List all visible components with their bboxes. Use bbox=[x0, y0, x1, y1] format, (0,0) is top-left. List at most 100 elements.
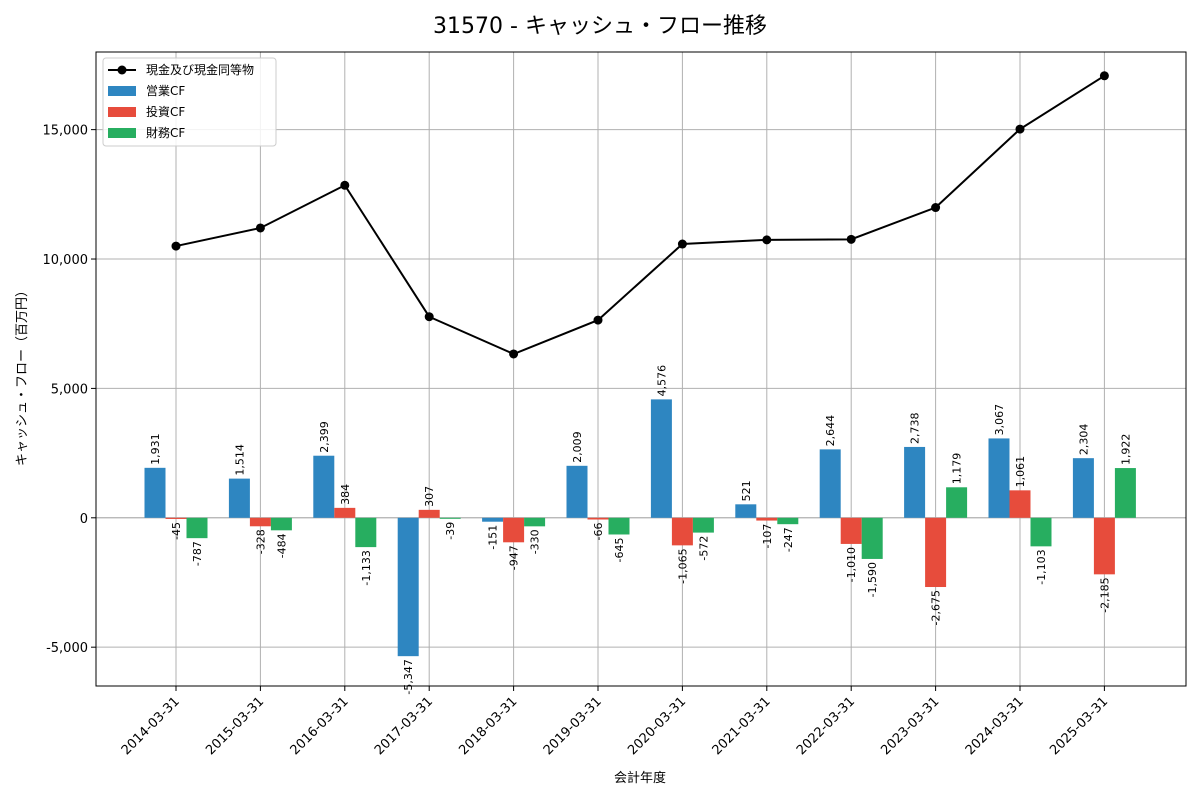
bar-営業CF-2017-03-31 bbox=[397, 517, 419, 657]
bar-value-label: 2,644 bbox=[824, 415, 837, 447]
bar-営業CF-2016-03-31 bbox=[313, 455, 335, 518]
cash-point-2022-03-31 bbox=[846, 234, 856, 244]
chart-title: 31570 - キャッシュ・フロー推移 bbox=[433, 14, 767, 39]
bar-value-label: 307 bbox=[423, 486, 436, 507]
bar-value-label: -39 bbox=[444, 522, 457, 540]
cash-point-2018-03-31 bbox=[509, 349, 519, 359]
bar-営業CF-2018-03-31 bbox=[482, 517, 504, 522]
cash-point-2023-03-31 bbox=[931, 203, 941, 213]
bar-value-label: -1,133 bbox=[360, 550, 373, 585]
bar-財務CF-2022-03-31 bbox=[861, 517, 883, 559]
y-tick-label: 10,000 bbox=[43, 253, 89, 268]
y-tick-label: 15,000 bbox=[43, 124, 89, 139]
bar-value-label: 4,576 bbox=[655, 365, 668, 397]
bar-value-label: 521 bbox=[740, 480, 753, 501]
bar-value-label: -645 bbox=[613, 537, 626, 562]
bar-投資CF-2014-03-31 bbox=[165, 517, 187, 519]
legend-box bbox=[102, 57, 277, 147]
bar-value-label: 384 bbox=[339, 484, 352, 505]
cash-point-2021-03-31 bbox=[762, 235, 772, 245]
bar-財務CF-2024-03-31 bbox=[1030, 517, 1052, 547]
bar-value-label: -2,185 bbox=[1098, 577, 1111, 612]
bar-財務CF-2018-03-31 bbox=[524, 517, 546, 527]
bar-投資CF-2023-03-31 bbox=[925, 517, 947, 588]
cash-point-2019-03-31 bbox=[593, 315, 603, 325]
bar-営業CF-2020-03-31 bbox=[650, 399, 672, 518]
bar-投資CF-2017-03-31 bbox=[418, 509, 440, 518]
bar-value-label: -1,065 bbox=[676, 548, 689, 583]
data-labels: 1,931 1,514 2,399 -5,347 -151 2,009 4,576 521 2,… bbox=[149, 365, 1132, 695]
cash-line bbox=[171, 71, 1109, 359]
cash-point-2020-03-31 bbox=[677, 239, 687, 249]
bar-value-label: -787 bbox=[191, 541, 204, 566]
bar-value-label: -2,675 bbox=[930, 590, 943, 625]
cash-line-path bbox=[175, 74, 1105, 356]
bar-営業CF-2015-03-31 bbox=[228, 478, 250, 518]
bar-営業CF-2022-03-31 bbox=[819, 449, 841, 518]
bar-財務CF-2025-03-31 bbox=[1114, 468, 1136, 518]
y-tick-label: 5,000 bbox=[51, 382, 88, 397]
y-tick-label: 0 bbox=[80, 512, 88, 527]
cash-point-2024-03-31 bbox=[1015, 124, 1025, 134]
x-tick-label: 2021-03-31 bbox=[710, 694, 774, 758]
y-axis-label: キャッシュ・フロー（百万円） bbox=[15, 284, 30, 466]
legend-bar-swatch bbox=[108, 86, 136, 96]
cash-point-2025-03-31 bbox=[1099, 71, 1109, 81]
bar-value-label: -1,010 bbox=[845, 547, 858, 582]
legend-marker bbox=[117, 65, 127, 75]
plot-frame bbox=[95, 51, 1187, 687]
bar-財務CF-2017-03-31 bbox=[439, 517, 461, 519]
y-tick-label: -5,000 bbox=[46, 641, 88, 656]
bar-投資CF-2025-03-31 bbox=[1093, 517, 1115, 575]
bar-投資CF-2018-03-31 bbox=[503, 517, 525, 543]
bar-value-label: 1,061 bbox=[1014, 456, 1027, 488]
legend-label: 財務CF bbox=[146, 125, 185, 140]
bar-value-label: -572 bbox=[697, 536, 710, 561]
legend-bar-swatch bbox=[108, 107, 136, 117]
bar-営業CF-2023-03-31 bbox=[904, 446, 926, 518]
x-tick-label: 2014-03-31 bbox=[119, 694, 183, 758]
x-axis-label: 会計年度 bbox=[614, 770, 666, 786]
bar-value-label: 2,399 bbox=[318, 421, 331, 453]
bar-value-label: -947 bbox=[508, 545, 521, 570]
bar-value-label: 2,009 bbox=[571, 431, 584, 463]
grid bbox=[96, 52, 1186, 686]
cash-point-2016-03-31 bbox=[340, 180, 350, 190]
bar-投資CF-2021-03-31 bbox=[756, 517, 778, 521]
bar-投資CF-2024-03-31 bbox=[1009, 490, 1031, 518]
bar-投資CF-2019-03-31 bbox=[587, 517, 609, 520]
bar-営業CF-2021-03-31 bbox=[735, 504, 757, 518]
cash-point-2014-03-31 bbox=[171, 241, 181, 251]
y-axis: -5,000 0 5,000 10,000 15,000 bbox=[43, 124, 96, 656]
legend-label: 営業CF bbox=[146, 84, 185, 98]
x-tick-label: 2019-03-31 bbox=[541, 694, 605, 758]
bar-value-label: -328 bbox=[254, 529, 267, 554]
x-tick-label: 2017-03-31 bbox=[372, 694, 436, 758]
x-tick-label: 2022-03-31 bbox=[794, 694, 858, 758]
bar-投資CF-2016-03-31 bbox=[334, 507, 356, 518]
bar-value-label: -151 bbox=[487, 525, 500, 550]
bar-投資CF-2020-03-31 bbox=[671, 517, 693, 546]
bar-営業CF-2019-03-31 bbox=[566, 465, 588, 518]
x-tick-label: 2018-03-31 bbox=[456, 694, 520, 758]
cash-point-2015-03-31 bbox=[255, 223, 265, 233]
bar-value-label: 1,931 bbox=[149, 433, 162, 465]
x-tick-label: 2020-03-31 bbox=[625, 694, 689, 758]
bar-value-label: -66 bbox=[592, 523, 605, 541]
bar-value-label: 1,179 bbox=[951, 453, 964, 485]
bar-営業CF-2014-03-31 bbox=[144, 467, 166, 518]
x-tick-label: 2024-03-31 bbox=[963, 694, 1027, 758]
x-tick-label: 2015-03-31 bbox=[203, 694, 267, 758]
bar-営業CF-2025-03-31 bbox=[1072, 458, 1094, 518]
legend-label: 投資CF bbox=[146, 104, 185, 119]
bar-投資CF-2015-03-31 bbox=[249, 517, 271, 527]
bar-value-label: -1,590 bbox=[866, 562, 879, 597]
bar-value-label: 1,514 bbox=[233, 444, 246, 476]
x-axis: 2014-03-31 2015-03-31 2016-03-31 2017-03-31… bbox=[119, 686, 1111, 758]
bar-value-label: 2,738 bbox=[909, 412, 922, 444]
bar-財務CF-2015-03-31 bbox=[270, 517, 292, 531]
bar-value-label: -5,347 bbox=[402, 659, 415, 694]
bar-value-label: 1,922 bbox=[1119, 434, 1132, 466]
bar-財務CF-2021-03-31 bbox=[777, 517, 799, 525]
